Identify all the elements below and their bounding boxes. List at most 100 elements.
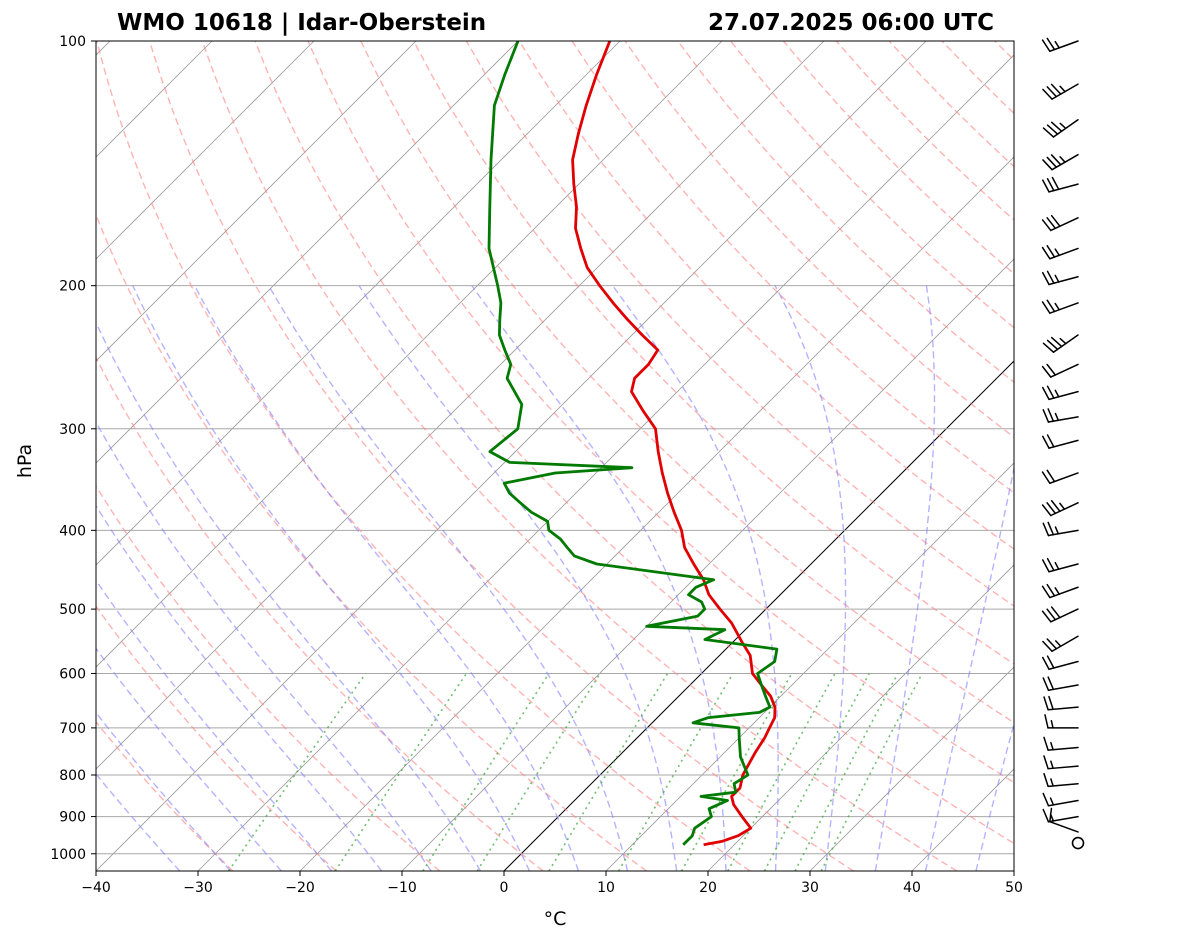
mixing-ratio-line (763, 673, 871, 871)
isotherm-line (96, 41, 927, 871)
dry-adiabat (96, 484, 441, 871)
wind-barb (1041, 469, 1079, 484)
mixing-ratio-line (794, 673, 899, 871)
wind-barb (1042, 119, 1079, 138)
wind-barb (1042, 83, 1079, 100)
y-axis-label: hPa (14, 444, 36, 478)
dry-adiabat (941, 41, 1014, 115)
x-tick-label: −30 (183, 880, 213, 896)
dry-adiabat (96, 356, 544, 871)
mixing-ratio-line (820, 673, 923, 871)
wind-barb (1041, 606, 1079, 623)
isotherm-line (96, 41, 315, 260)
isotherm-line (197, 54, 1014, 871)
mixing-ratio-line (618, 673, 734, 871)
isotherm-line (299, 156, 1014, 871)
moist-adiabat (96, 647, 282, 871)
dry-adiabat (782, 41, 1014, 275)
dry-adiabat (96, 41, 751, 871)
x-axis: −40 −30 −20 −10 0 10 20 30 40 50 (81, 871, 1023, 896)
plot-frame (95, 40, 1015, 872)
isotherm-line (1013, 870, 1014, 871)
moist-adiabat (132, 285, 531, 871)
dry-adiabat (254, 41, 1014, 845)
x-tick-label: 30 (801, 880, 819, 896)
y-tick-label: 800 (59, 768, 86, 784)
x-tick-label: −20 (285, 880, 315, 896)
wind-barb (1043, 755, 1079, 770)
wind-barb (1042, 176, 1079, 193)
moist-adiabat (96, 321, 482, 871)
x-axis-label: °C (544, 908, 567, 930)
wind-barb (1042, 270, 1079, 286)
y-tick-label: 900 (59, 810, 86, 826)
dry-adiabat (360, 41, 1014, 724)
moist-adiabat (924, 464, 1014, 871)
y-tick-label: 200 (59, 279, 86, 295)
mixing-ratio-line (422, 673, 550, 871)
wind-barb (1041, 214, 1079, 232)
moist-adiabat (96, 773, 181, 871)
isotherm-line (96, 41, 519, 464)
isotherm-line (96, 41, 621, 566)
isotherm-line (809, 666, 1014, 871)
mixing-ratio-line (548, 673, 669, 871)
wind-barb (1041, 37, 1079, 53)
x-tick-label: 10 (597, 880, 615, 896)
dry-adiabat (624, 41, 1014, 439)
isotherm-line (401, 258, 1014, 871)
wind-barb (1041, 583, 1079, 599)
wind-barbs (1041, 37, 1085, 850)
dry-adiabat (994, 41, 1014, 62)
wind-barb (1041, 500, 1079, 517)
dry-adiabat (677, 41, 1014, 384)
wind-barb (1042, 385, 1079, 401)
x-tick-label: 0 (500, 880, 509, 896)
dry-adiabat (148, 41, 854, 871)
y-axis: 100 200 300 400 500 600 700 800 900 1000 (50, 34, 96, 863)
mixing-ratio-line (476, 673, 601, 871)
dry-adiabat (307, 41, 1014, 784)
y-tick-label: 1000 (50, 847, 86, 863)
dry-adiabat (96, 720, 234, 871)
wind-barb (1042, 334, 1079, 353)
isotherm-line (96, 41, 825, 770)
moist-adiabat (612, 285, 779, 871)
wind-barb (1042, 635, 1079, 653)
x-tick-label: −40 (81, 880, 111, 896)
dry-adiabat (96, 212, 647, 871)
wind-barb (1043, 736, 1079, 751)
dry-adiabat (730, 41, 1014, 329)
profile-lines (487, 41, 779, 847)
moist-adiabat (194, 285, 580, 871)
isotherm-line (96, 41, 723, 668)
chart-title-station: WMO 10618 | Idar-Oberstein (117, 10, 486, 36)
wind-barb (1042, 676, 1079, 691)
wind-barb (1044, 714, 1079, 729)
mixing-ratio-line (680, 673, 793, 871)
moist-adiabat (268, 285, 629, 871)
x-tick-label: 20 (699, 880, 717, 896)
y-tick-label: 700 (59, 721, 86, 737)
dry-adiabat (201, 41, 958, 871)
mixing-ratio-line (727, 673, 836, 871)
isotherm-line (0, 41, 8, 871)
dewpoint-line (487, 41, 779, 846)
wind-barb (1042, 792, 1079, 807)
x-tick-label: −10 (387, 880, 417, 896)
y-tick-label: 400 (59, 523, 86, 539)
moist-adiabat (774, 285, 847, 871)
wind-barb (1041, 363, 1079, 378)
background-lines (0, 41, 1014, 871)
isotherm-line (707, 564, 1014, 871)
moist-adiabat (96, 579, 333, 871)
wind-barb (1042, 808, 1079, 823)
isotherm-line (96, 41, 417, 362)
y-tick-label: 100 (59, 34, 86, 50)
x-tick-label: 40 (903, 880, 921, 896)
dry-adiabat (96, 605, 337, 871)
dry-adiabat (518, 41, 1014, 550)
moist-adiabat (471, 285, 727, 871)
mixing-ratio-line (334, 673, 468, 871)
